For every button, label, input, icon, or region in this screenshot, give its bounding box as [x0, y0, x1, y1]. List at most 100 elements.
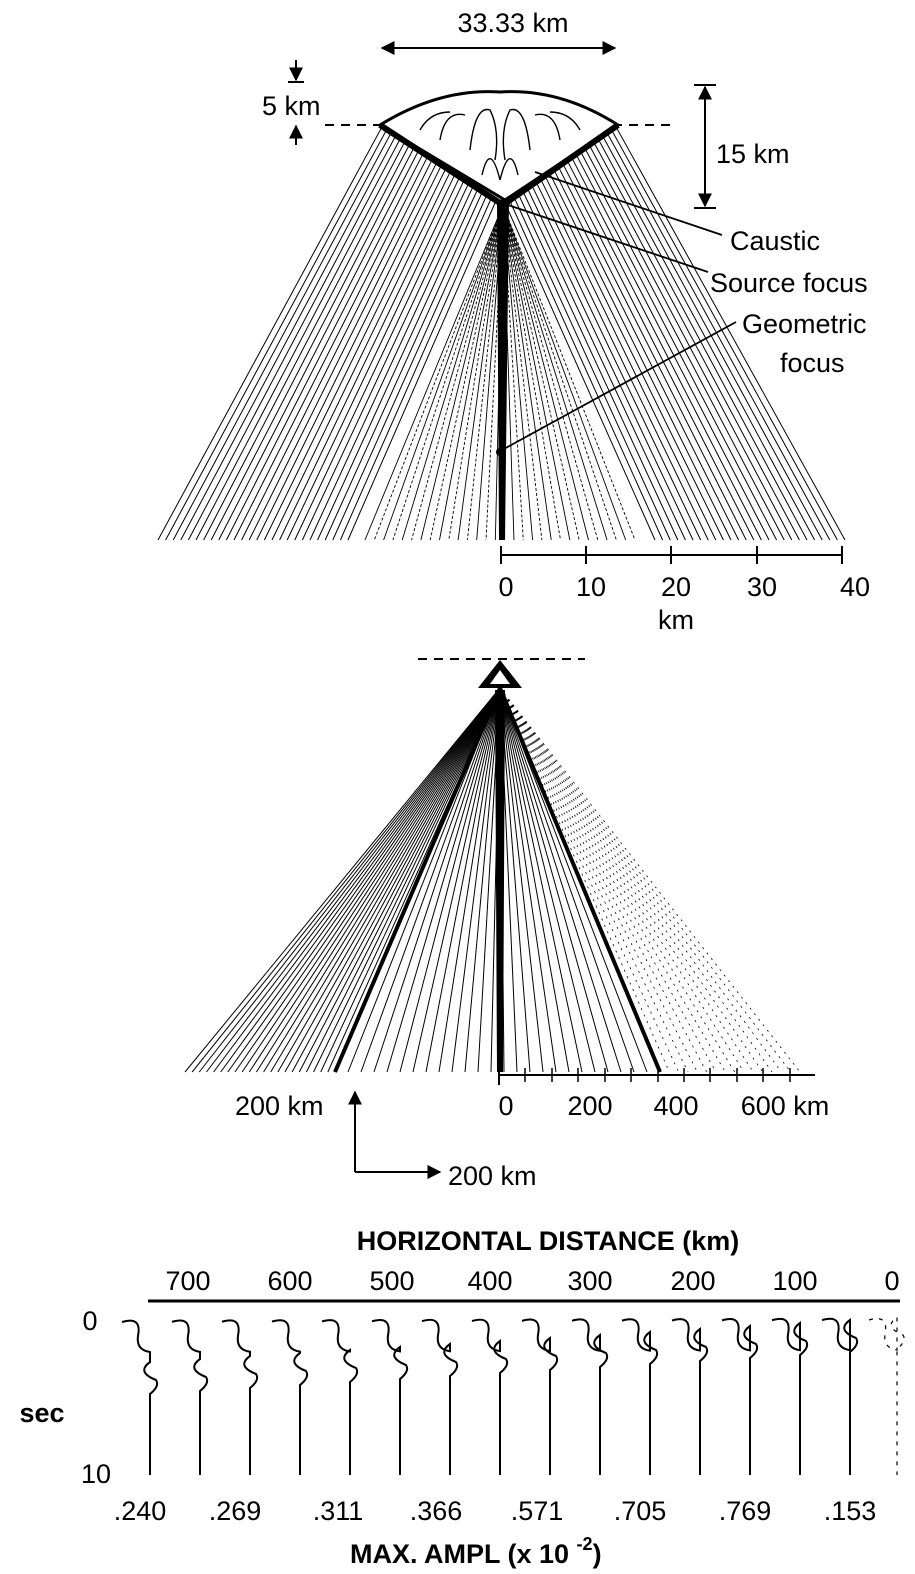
ray-line — [499, 687, 596, 1073]
seismogram-trace — [321, 1319, 359, 1475]
seismogram-trace — [571, 1318, 609, 1475]
ray-line — [218, 149, 420, 541]
ray-line — [530, 184, 702, 541]
ray-line — [241, 687, 501, 1073]
middle-source-cap-inner — [490, 670, 510, 684]
time-axis-label: sec — [19, 1398, 64, 1428]
ray-line — [502, 204, 617, 541]
seismogram-traces — [121, 1315, 905, 1475]
ray-line — [220, 687, 501, 1073]
ray-line — [317, 190, 478, 541]
scale-horizontal-label: 200 km — [448, 1161, 537, 1191]
time-tick-label: 0 — [82, 1306, 97, 1336]
ray-line — [294, 180, 465, 541]
ray-line — [535, 180, 709, 541]
ray-line — [412, 687, 501, 1073]
ray-line — [464, 687, 501, 1073]
ray-line — [517, 193, 679, 541]
amplitude-title-suffix: ) — [593, 1539, 602, 1569]
ray-line — [411, 204, 504, 541]
ray-line — [592, 140, 808, 541]
ray-line — [457, 204, 504, 541]
seismogram-trace — [421, 1318, 459, 1475]
ray-line — [401, 204, 504, 541]
caustic-label: Caustic — [730, 226, 820, 256]
ray-line — [499, 687, 736, 1073]
seismogram-trace — [221, 1319, 259, 1475]
ray-line — [191, 687, 501, 1073]
top-tick-label: 30 — [747, 572, 777, 602]
ray-line — [195, 140, 406, 541]
ray-line — [298, 687, 501, 1073]
distance-tick-label: 700 — [165, 1266, 210, 1296]
middle-tick-label: 0 — [498, 1091, 513, 1121]
ray-line — [499, 687, 698, 1073]
ray-line — [499, 687, 801, 1073]
ray-line — [213, 687, 501, 1073]
ray-line — [513, 196, 671, 541]
ray-line — [324, 193, 483, 541]
ray-line — [210, 146, 415, 541]
ray-line — [499, 687, 708, 1073]
amplitude-label: .153 — [824, 1496, 877, 1526]
ray-line — [248, 162, 438, 541]
ray-line — [284, 687, 501, 1073]
ray-line — [566, 159, 762, 541]
distance-tick-label: 500 — [369, 1266, 414, 1296]
amplitude-label: .240 — [114, 1496, 167, 1526]
source-focus-dot — [497, 199, 509, 211]
ray-line — [187, 137, 402, 541]
amplitude-title-exponent: -2 — [577, 1534, 593, 1554]
top-axis-ticks — [500, 546, 843, 564]
middle-tick-label: 200 — [567, 1091, 612, 1121]
ray-line — [364, 204, 504, 541]
ray-line — [263, 168, 447, 541]
ray-line — [206, 687, 501, 1073]
ray-line — [588, 143, 800, 541]
ray-line — [499, 687, 763, 1073]
ray-line — [248, 687, 501, 1073]
ray-line — [234, 687, 501, 1073]
distance-tick-label: 100 — [772, 1266, 817, 1296]
ray-line — [499, 687, 680, 1073]
ray-line — [392, 204, 504, 541]
ray-line — [399, 687, 501, 1073]
ray-line — [279, 174, 456, 541]
seismogram-trace — [671, 1318, 709, 1475]
geometric-focus-leader — [501, 321, 737, 451]
ray-line — [499, 687, 745, 1073]
ray-line — [502, 204, 636, 541]
scale-vertical-label: 200 km — [235, 1091, 324, 1121]
middle-axis-ticks — [524, 1068, 791, 1082]
ray-line — [502, 204, 543, 541]
ray-line — [522, 190, 686, 541]
ray-line — [610, 127, 838, 541]
ray-line — [499, 687, 609, 1073]
ray-line — [539, 177, 717, 541]
seismogram-trace — [471, 1318, 509, 1475]
ray-line — [225, 152, 424, 541]
central-channel — [497, 200, 509, 540]
ray-line — [198, 687, 501, 1073]
ray-line — [570, 155, 770, 541]
ray-line — [203, 143, 411, 541]
ray-line — [383, 204, 504, 541]
distance-tick-label: 600 — [267, 1266, 312, 1296]
middle-tick-label: 600 km — [741, 1091, 830, 1121]
ray-line — [502, 204, 627, 541]
ray-line — [420, 204, 504, 541]
ray-line — [502, 204, 589, 541]
ray-line — [339, 199, 491, 541]
ray-line — [502, 204, 608, 541]
top-panel: 33.33 km 5 km 15 km Caustic Source focus… — [157, 8, 870, 635]
caustic-leader — [534, 171, 723, 236]
ray-line — [439, 204, 504, 541]
caustic-edge-left — [378, 122, 505, 208]
ray-line — [180, 134, 397, 541]
seismogram-trace — [771, 1317, 809, 1475]
amplitude-label: .366 — [410, 1496, 463, 1526]
top-ray-fan — [157, 124, 846, 541]
width-label: 33.33 km — [457, 8, 568, 38]
ray-line — [360, 687, 501, 1073]
